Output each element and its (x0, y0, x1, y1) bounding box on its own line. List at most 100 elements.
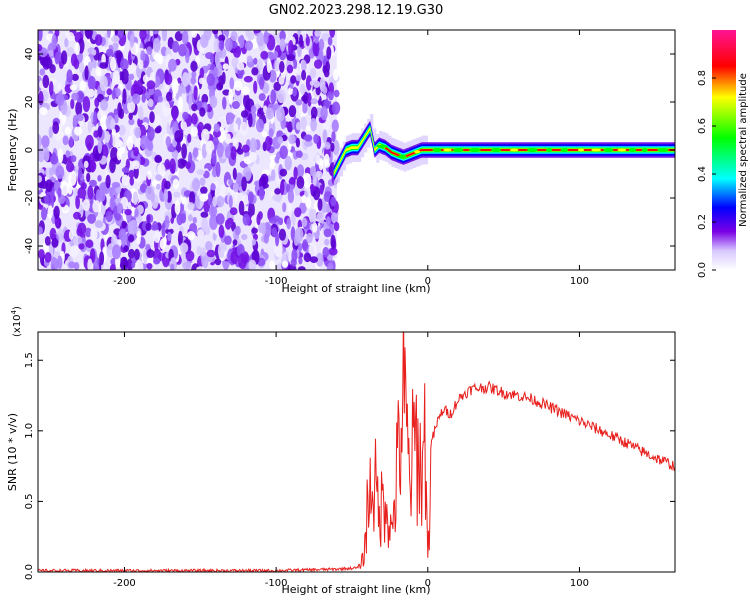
y-tick-label: -40 (24, 238, 35, 254)
noise-cell (164, 84, 170, 93)
noise-cell (185, 161, 192, 170)
noise-cell (209, 95, 218, 109)
noise-cell (77, 222, 87, 235)
noise-cell (121, 174, 129, 186)
noise-cell (229, 77, 235, 90)
noise-cell (99, 75, 108, 92)
noise-cell (155, 174, 162, 181)
noise-cell (84, 65, 89, 81)
noise-cell (87, 120, 92, 133)
noise-cell (199, 107, 206, 117)
noise-cell (266, 58, 272, 73)
noise-cell (141, 93, 146, 103)
noise-cell (146, 263, 153, 270)
noise-cell (116, 202, 123, 214)
noise-cell (140, 50, 146, 63)
noise-cell (300, 116, 307, 131)
colorbar-tick-label: 0.2 (697, 214, 708, 230)
noise-cell (226, 217, 234, 225)
noise-cell (229, 207, 238, 216)
noise-cell (304, 140, 313, 147)
noise-cell (158, 95, 163, 103)
noise-cell (172, 106, 178, 121)
noise-cell (39, 180, 49, 189)
noise-cell (248, 113, 253, 128)
noise-cell (147, 126, 155, 141)
noise-cell (263, 122, 270, 131)
colorbar-tick-label: 0.8 (697, 70, 708, 86)
noise-cell (191, 70, 197, 79)
noise-cell (240, 110, 249, 118)
noise-cell (91, 49, 97, 56)
noise-cell (215, 213, 225, 225)
noise-cell (192, 147, 199, 159)
noise-cell (189, 223, 198, 234)
noise-cell (39, 68, 46, 76)
track-peak (397, 155, 407, 159)
noise-cell (279, 61, 285, 73)
noise-cell (312, 222, 318, 233)
noise-cell (149, 111, 155, 124)
noise-cell (172, 178, 180, 189)
noise-cell (316, 210, 325, 224)
noise-cell (246, 55, 253, 63)
noise-cell (78, 167, 82, 180)
x-tick-label: 100 (570, 578, 589, 589)
noise-cell (93, 110, 98, 127)
noise-cell (272, 194, 281, 202)
noise-cell (205, 241, 213, 252)
noise-cell (231, 101, 240, 109)
noise-cell (99, 62, 109, 69)
noise-cell (126, 135, 134, 151)
noise-cell (152, 30, 159, 35)
noise-cell (323, 228, 332, 238)
noise-cell (318, 38, 325, 51)
noise-cell (174, 200, 181, 215)
noise-cell (330, 234, 336, 249)
noise-cell (133, 146, 139, 157)
noise-cell (277, 136, 284, 144)
noise-cell (294, 227, 304, 243)
noise-cell (206, 73, 216, 87)
noise-cell (128, 234, 135, 243)
noise-cell (305, 75, 312, 91)
noise-cell (192, 177, 200, 192)
noise-cell (105, 174, 111, 189)
track-peak (577, 148, 585, 152)
noise-cell (288, 134, 296, 145)
noise-cell (226, 113, 236, 120)
track-peak (443, 148, 452, 152)
noise-cell (320, 105, 328, 121)
noise-cell (179, 242, 189, 254)
noise-cell (159, 238, 166, 250)
noise-cell (42, 74, 50, 88)
noise-cell (83, 160, 89, 168)
noise-cell (66, 32, 75, 42)
noise-cell (189, 191, 196, 206)
noise-cell (44, 236, 51, 246)
noise-cell (178, 43, 187, 57)
noise-cell (245, 30, 251, 38)
snr-y-ticks: 0.0 0.5 1.0 1.5 (24, 352, 675, 580)
noise-cell (87, 185, 94, 200)
noise-cell (232, 239, 238, 246)
noise-cell (326, 262, 334, 270)
noise-cell (292, 58, 298, 70)
noise-cell (234, 225, 241, 236)
noise-cell (205, 140, 215, 155)
noise-cell (74, 42, 81, 56)
noise-cell (70, 98, 75, 110)
noise-cell (251, 238, 256, 246)
noise-cell (295, 137, 300, 148)
snr-frame (37, 331, 676, 573)
noise-cell (38, 148, 45, 163)
track-peak (628, 148, 637, 152)
noise-cell (253, 57, 258, 65)
noise-cell (110, 35, 120, 43)
noise-cell (279, 145, 289, 160)
noise-cell (87, 76, 97, 90)
y-tick-label: -20 (24, 190, 35, 206)
noise-cell (53, 205, 60, 220)
noise-cell (164, 159, 171, 170)
snr-x-ticks: -200 -100 0 100 (113, 332, 589, 589)
